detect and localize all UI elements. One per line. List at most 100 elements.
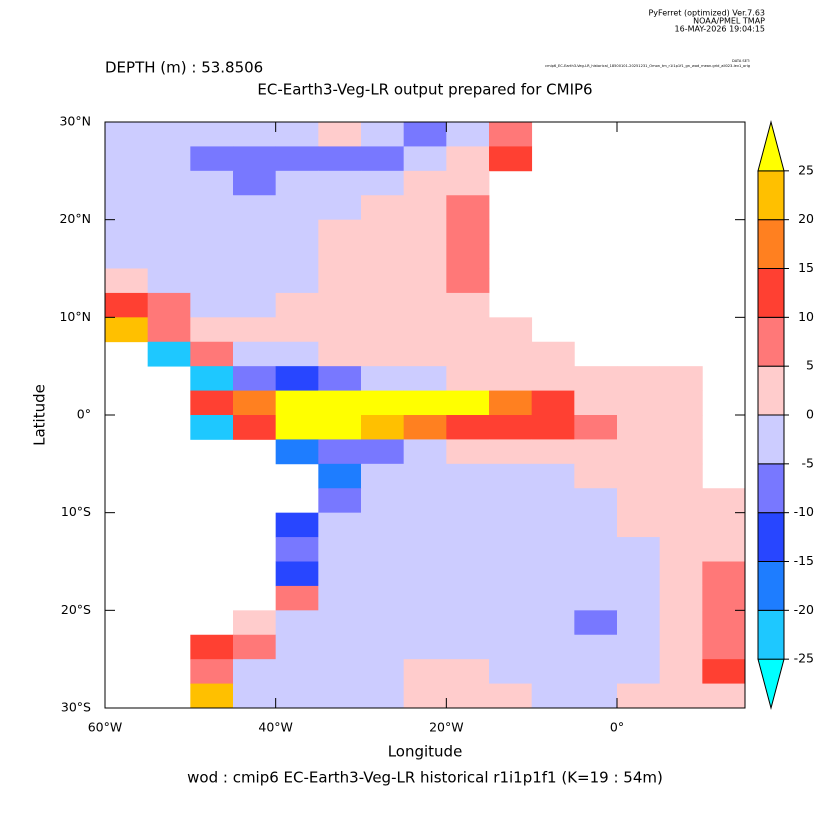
cell xyxy=(361,317,405,343)
colorbar-label: 10 xyxy=(798,309,814,324)
cell xyxy=(403,146,447,172)
colorbar-extension xyxy=(757,120,785,172)
colorbar-bin xyxy=(757,170,785,221)
y-tick-label: 30°S xyxy=(61,700,91,715)
cell xyxy=(702,659,746,684)
cell xyxy=(275,659,319,684)
cell xyxy=(659,683,703,709)
y-tick-label: 30°N xyxy=(59,114,91,129)
colorbar-bin xyxy=(757,365,785,416)
colorbar-label: -15 xyxy=(794,553,814,568)
cell xyxy=(659,610,703,636)
cell xyxy=(403,268,447,294)
cell xyxy=(190,268,234,294)
cell xyxy=(446,341,490,367)
cell xyxy=(659,415,703,440)
cell xyxy=(403,463,447,489)
colorbar-label: 20 xyxy=(798,211,814,226)
cell xyxy=(574,366,618,391)
cell xyxy=(531,463,575,489)
cell xyxy=(403,585,447,611)
cell xyxy=(617,488,661,514)
cell xyxy=(446,317,490,343)
cell xyxy=(275,415,319,440)
y-axis-label: Latitude xyxy=(31,384,49,446)
cell xyxy=(702,512,746,538)
colorbar-label: -20 xyxy=(794,602,814,617)
cell xyxy=(361,122,405,147)
cell xyxy=(617,561,661,587)
cell xyxy=(489,634,533,660)
cell xyxy=(190,634,234,660)
cell xyxy=(702,488,746,514)
cell xyxy=(617,390,661,416)
cell xyxy=(446,488,490,514)
cell xyxy=(275,634,319,660)
cell xyxy=(233,415,277,440)
cell xyxy=(403,634,447,660)
cell xyxy=(361,659,405,684)
cell xyxy=(318,292,362,318)
cell xyxy=(233,244,277,269)
cell xyxy=(574,585,618,611)
cell xyxy=(446,146,490,172)
colorbar-bin xyxy=(757,268,785,318)
cell xyxy=(105,195,149,221)
cell xyxy=(446,292,490,318)
cell xyxy=(446,561,490,587)
cell xyxy=(105,146,149,172)
cell xyxy=(318,634,362,660)
cell xyxy=(617,366,661,391)
cell xyxy=(531,537,575,562)
cell xyxy=(190,415,234,440)
cell xyxy=(233,341,277,367)
cell xyxy=(275,244,319,269)
colorbar-label: 25 xyxy=(798,162,814,177)
cell xyxy=(190,317,234,343)
cell xyxy=(361,195,405,221)
cell xyxy=(190,122,234,147)
cell xyxy=(147,219,191,245)
cell xyxy=(275,122,319,147)
y-tick-label: 10°N xyxy=(59,309,91,324)
cell xyxy=(233,366,277,391)
cell xyxy=(318,146,362,172)
cell xyxy=(147,292,191,318)
cell xyxy=(233,219,277,245)
cell xyxy=(446,537,490,562)
cell xyxy=(105,292,149,318)
cell xyxy=(403,659,447,684)
cell xyxy=(489,366,533,391)
cell xyxy=(233,122,277,147)
cell xyxy=(446,610,490,636)
cell xyxy=(275,317,319,343)
cell xyxy=(403,439,447,465)
cell xyxy=(574,634,618,660)
cell xyxy=(361,537,405,562)
cell xyxy=(702,683,746,709)
cell xyxy=(318,439,362,465)
cell xyxy=(318,512,362,538)
cell xyxy=(489,341,533,367)
cell xyxy=(617,512,661,538)
cell xyxy=(190,659,234,684)
cell xyxy=(403,219,447,245)
cell xyxy=(446,659,490,684)
cell xyxy=(574,439,618,465)
cell xyxy=(361,390,405,416)
cell xyxy=(275,585,319,611)
cell xyxy=(659,366,703,391)
cell xyxy=(105,317,149,343)
x-tick-label: 0° xyxy=(610,720,624,735)
cell xyxy=(489,390,533,416)
cell xyxy=(489,512,533,538)
cell xyxy=(361,463,405,489)
cell xyxy=(403,488,447,514)
cell xyxy=(617,463,661,489)
cell xyxy=(105,170,149,196)
cell xyxy=(403,122,447,147)
cell xyxy=(318,463,362,489)
cell xyxy=(361,634,405,660)
cell xyxy=(702,537,746,562)
cell xyxy=(617,537,661,562)
